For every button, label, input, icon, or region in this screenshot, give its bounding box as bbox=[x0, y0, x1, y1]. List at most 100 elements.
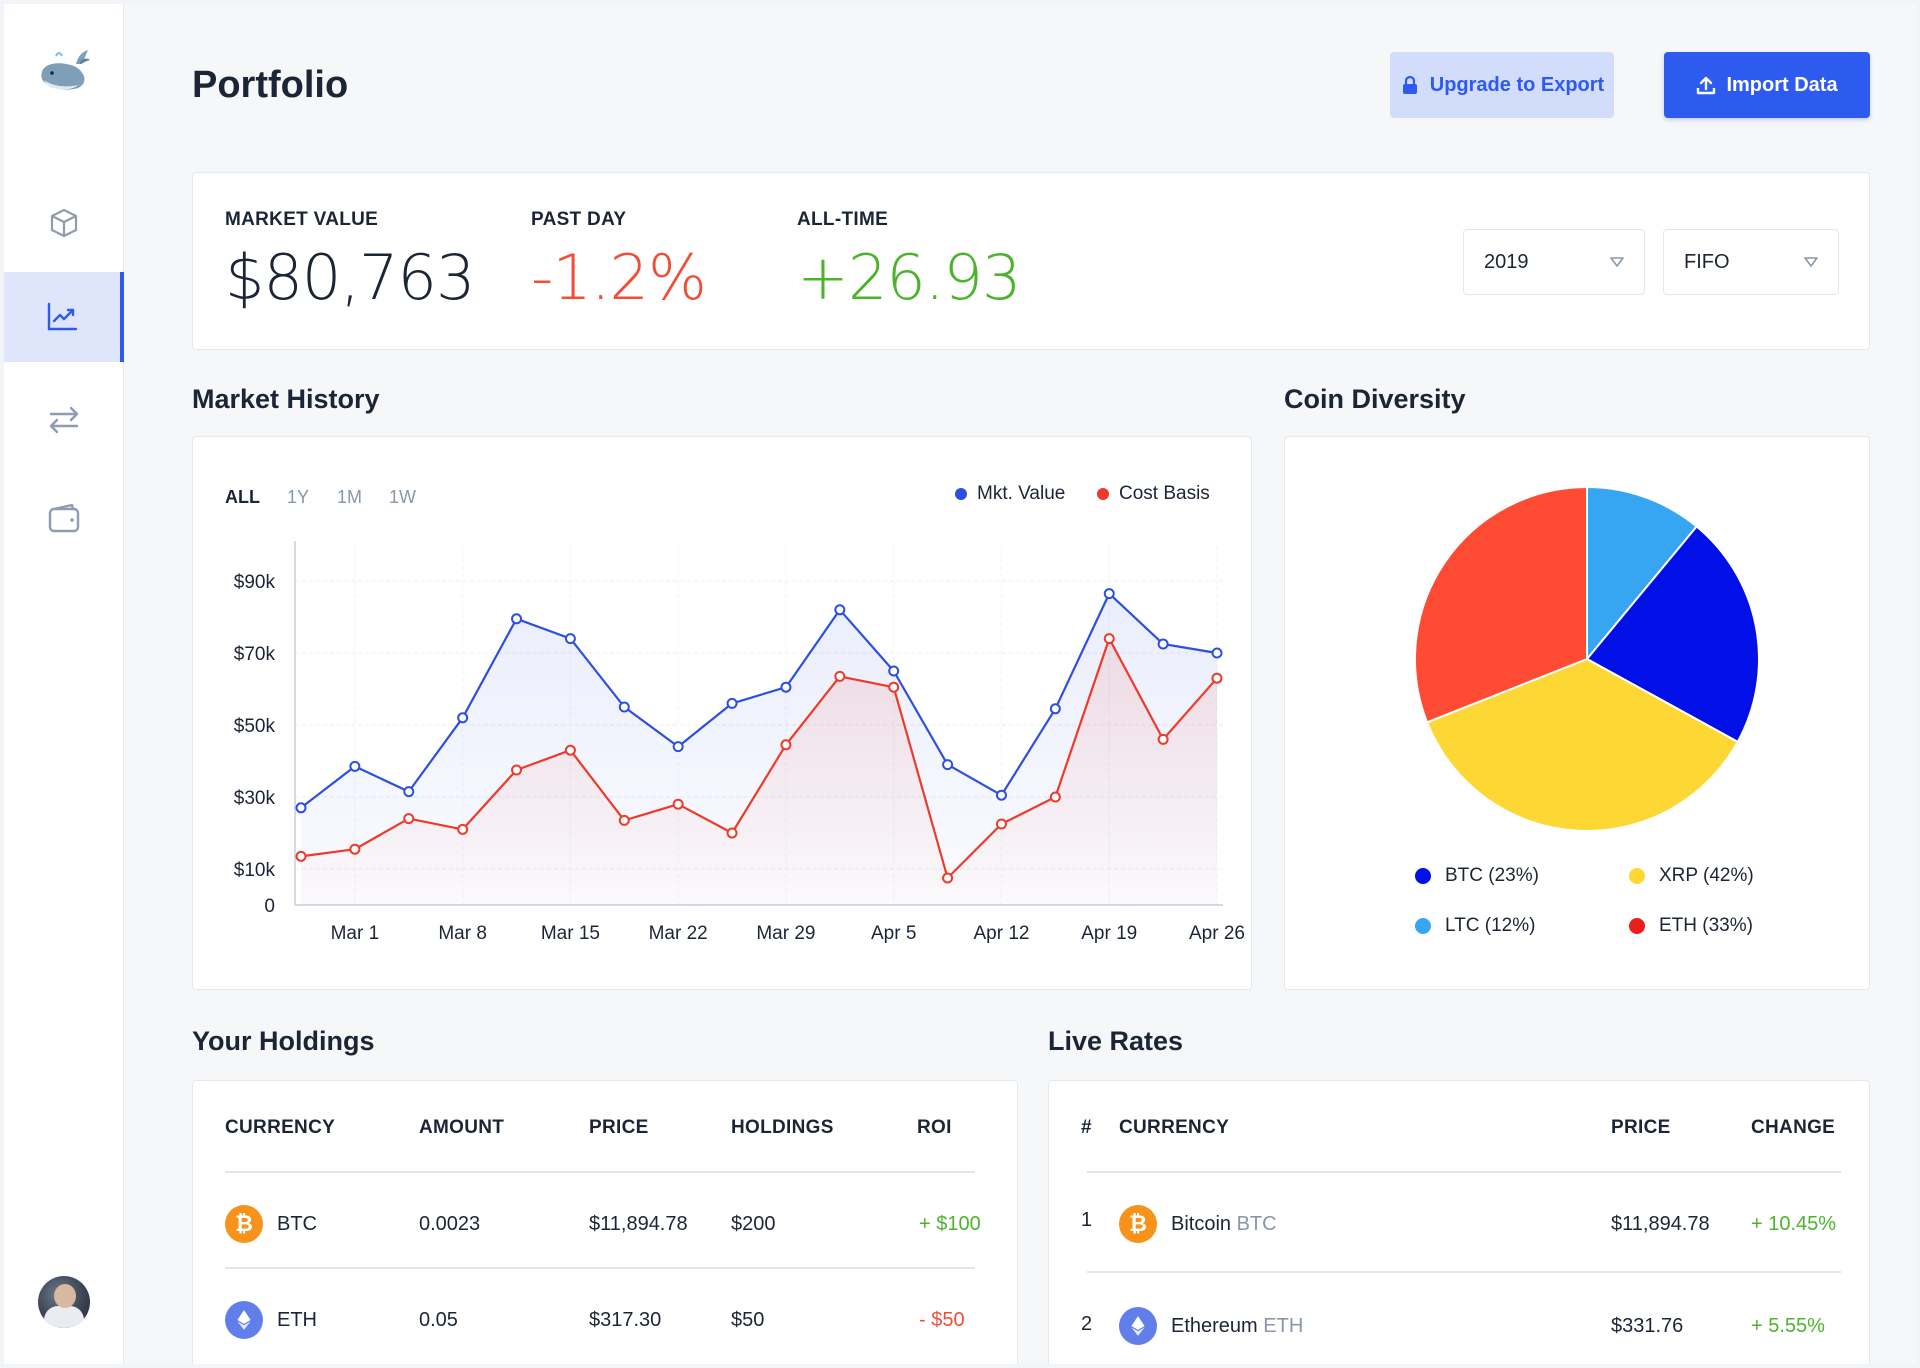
legend-mkt-value[interactable]: Mkt. Value bbox=[955, 483, 1065, 505]
pie-slice bbox=[1586, 485, 1699, 662]
x-tick-label: Mar 1 bbox=[331, 923, 380, 944]
data-point bbox=[1049, 703, 1061, 715]
column-header: # bbox=[1081, 1117, 1092, 1138]
amount-cell: 0.05 bbox=[419, 1309, 458, 1331]
nav-item-wallet[interactable] bbox=[4, 474, 124, 564]
holdings-title: Your Holdings bbox=[192, 1026, 375, 1056]
ethereum-icon bbox=[225, 1301, 263, 1339]
holdings-cell: $200 bbox=[731, 1213, 776, 1235]
nav-item-transactions[interactable] bbox=[4, 374, 124, 464]
wallet-icon bbox=[48, 503, 80, 533]
range-tab-1m[interactable]: 1M bbox=[337, 487, 363, 507]
divider bbox=[225, 1171, 975, 1173]
all-time-label: ALL-TIME bbox=[797, 209, 889, 230]
data-point bbox=[888, 665, 900, 677]
upgrade-to-export-button[interactable]: Upgrade to Export bbox=[1390, 52, 1614, 118]
y-tick-label: $70k bbox=[234, 644, 276, 665]
divider bbox=[1087, 1171, 1841, 1173]
cube-icon bbox=[50, 208, 78, 238]
data-point bbox=[726, 827, 738, 839]
stats-card: MARKET VALUE $80,763 PAST DAY -1.2% ALL-… bbox=[192, 172, 1870, 350]
data-point bbox=[403, 786, 415, 798]
lock-icon bbox=[1402, 75, 1417, 94]
pie-legend-ltc: LTC (12%) bbox=[1415, 915, 1535, 937]
cost-method-value: FIFO bbox=[1684, 250, 1730, 273]
chevron-down-icon bbox=[1610, 257, 1624, 267]
data-point bbox=[564, 633, 576, 645]
roi-cell: + $100 bbox=[919, 1213, 981, 1235]
past-day-stat: PAST DAY -1.2% bbox=[531, 209, 707, 314]
x-tick-label: Apr 5 bbox=[871, 923, 916, 944]
data-point bbox=[1103, 633, 1115, 645]
coin-diversity-card: BTC (23%) XRP (42%) LTC (12%) ETH (33%) bbox=[1284, 436, 1870, 990]
nav-item-dashboard[interactable] bbox=[4, 178, 124, 268]
market-value-stat: MARKET VALUE $80,763 bbox=[225, 209, 475, 314]
coin-diversity-title: Coin Diversity bbox=[1284, 384, 1466, 414]
holdings-cell: $50 bbox=[731, 1309, 765, 1331]
x-tick-label: Mar 22 bbox=[649, 923, 708, 944]
data-point bbox=[834, 604, 846, 616]
pie-legend-eth: ETH (33%) bbox=[1629, 915, 1753, 937]
y-tick-label: $30k bbox=[234, 788, 276, 809]
series-line bbox=[300, 592, 1218, 809]
legend-cost-basis[interactable]: Cost Basis bbox=[1097, 483, 1210, 505]
legend-label: Cost Basis bbox=[1119, 483, 1210, 504]
data-point bbox=[672, 741, 684, 753]
pie-legend-label: ETH (33%) bbox=[1659, 915, 1753, 936]
x-tick-label: Mar 8 bbox=[438, 923, 487, 944]
data-point bbox=[888, 681, 900, 693]
rank-cell: 2 bbox=[1081, 1313, 1093, 1335]
chart-icon bbox=[47, 302, 78, 331]
holdings-table: CURRENCY AMOUNT PRICE HOLDINGS ROI ₿ BTC… bbox=[192, 1080, 1018, 1364]
data-point bbox=[295, 802, 307, 814]
data-point bbox=[995, 818, 1007, 830]
data-point bbox=[834, 670, 846, 682]
data-point bbox=[457, 712, 469, 724]
data-point bbox=[349, 843, 361, 855]
import-label: Import Data bbox=[1726, 73, 1838, 96]
column-header: ROI bbox=[917, 1117, 952, 1138]
x-tick-label: Mar 15 bbox=[541, 923, 600, 944]
year-select-value: 2019 bbox=[1484, 250, 1529, 273]
amount-cell: 0.0023 bbox=[419, 1213, 481, 1235]
legend-dot bbox=[1415, 918, 1431, 934]
currency-cell: ETH bbox=[277, 1309, 317, 1331]
year-select[interactable]: 2019 bbox=[1463, 229, 1645, 295]
legend-dot bbox=[1415, 868, 1431, 884]
currency-name: Bitcoin bbox=[1171, 1213, 1232, 1235]
price-cell: $11,894.78 bbox=[1611, 1213, 1710, 1235]
x-tick-label: Apr 12 bbox=[973, 923, 1029, 944]
range-tab-1y[interactable]: 1Y bbox=[287, 487, 310, 507]
data-point bbox=[511, 764, 523, 776]
live-rates-table: # CURRENCY PRICE CHANGE 1 ₿ Bitcoin BTC … bbox=[1048, 1080, 1870, 1364]
upgrade-label: Upgrade to Export bbox=[1429, 73, 1605, 96]
sidebar bbox=[4, 4, 124, 1364]
range-tab-1w[interactable]: 1W bbox=[389, 487, 416, 507]
data-point bbox=[1103, 588, 1115, 600]
coin-diversity-pie bbox=[1414, 485, 1760, 833]
column-header: PRICE bbox=[1611, 1117, 1671, 1138]
transfer-icon bbox=[49, 406, 79, 434]
column-header: CHANGE bbox=[1751, 1117, 1836, 1138]
avatar[interactable] bbox=[38, 1276, 90, 1328]
divider bbox=[1087, 1271, 1841, 1273]
bitcoin-icon: ₿ bbox=[225, 1205, 263, 1243]
currency-symbol: ETH bbox=[1263, 1315, 1304, 1337]
data-point bbox=[618, 814, 630, 826]
data-point bbox=[1211, 647, 1223, 659]
cost-method-select[interactable]: FIFO bbox=[1663, 229, 1839, 295]
live-rates-title: Live Rates bbox=[1048, 1026, 1184, 1056]
data-point bbox=[349, 760, 361, 772]
data-point bbox=[403, 813, 415, 825]
ethereum-icon bbox=[1119, 1307, 1157, 1345]
import-data-button[interactable]: Import Data bbox=[1664, 52, 1870, 118]
past-day-value: -1.2% bbox=[531, 241, 707, 314]
upload-icon bbox=[1697, 76, 1716, 95]
x-tick-label: Apr 19 bbox=[1081, 923, 1137, 944]
nav-item-portfolio[interactable] bbox=[4, 272, 124, 362]
whale-logo-icon[interactable] bbox=[36, 42, 92, 98]
range-tab-all[interactable]: ALL bbox=[225, 487, 260, 507]
column-header: HOLDINGS bbox=[731, 1117, 834, 1138]
currency-name-cell: Ethereum ETH bbox=[1171, 1315, 1303, 1338]
legend-dot bbox=[955, 488, 967, 500]
